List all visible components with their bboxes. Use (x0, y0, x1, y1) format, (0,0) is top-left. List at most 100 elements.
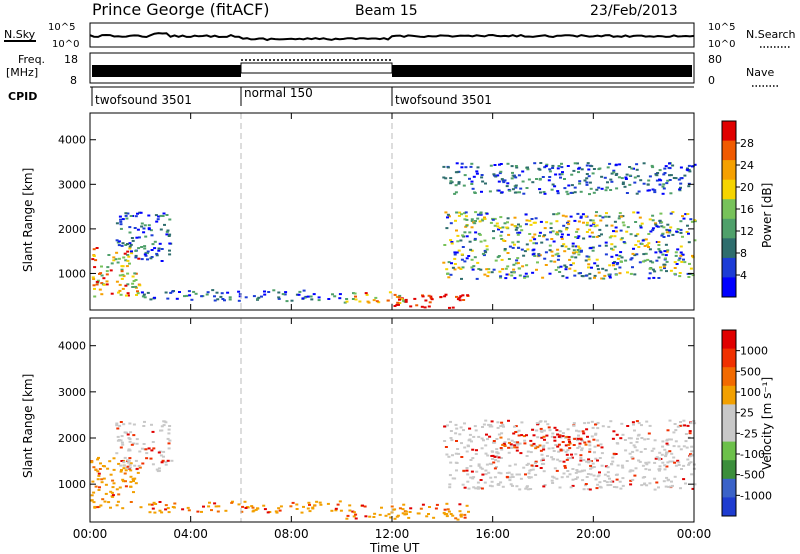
scatter-cell-0-0 (107, 254, 111, 256)
scatter-cell-1-4 (588, 488, 592, 491)
scatter-cell-1-0 (111, 494, 115, 497)
scatter-cell-1-1 (155, 468, 159, 471)
scatter-cell-0-5 (613, 235, 617, 238)
scatter-cell-1-0 (109, 490, 113, 493)
scatter-cell-1-4 (515, 485, 519, 488)
scatter-cell-0-5 (602, 277, 606, 280)
scatter-cell-0-6 (628, 166, 632, 168)
scatter-cell-1-4 (569, 457, 573, 460)
scatter-cell-0-6 (679, 166, 683, 169)
scatter-cell-0-5 (517, 246, 521, 249)
scatter-cell-1-4 (547, 447, 551, 450)
scatter-cell-1-4 (655, 481, 659, 484)
scatter-cell-0-4 (462, 299, 466, 301)
scatter-cell-0-2 (244, 296, 248, 299)
scatter-cell-1-4 (507, 471, 511, 474)
scatter-cell-0-6 (661, 185, 665, 188)
scatter-cell-0-5 (614, 230, 618, 233)
scatter-cell-0-1 (118, 215, 122, 218)
scatter-cell-1-3 (459, 513, 463, 516)
scatter-cell-0-1 (154, 214, 158, 217)
scatter-cell-0-3 (372, 299, 376, 302)
scatter-cell-0-5 (501, 239, 505, 242)
scatter-cell-1-4 (585, 476, 589, 478)
scatter-cell-0-1 (134, 254, 138, 257)
scatter-cell-0-5 (483, 239, 487, 242)
scatter-cell-0-1 (130, 250, 133, 253)
scatter-cell-0-5 (651, 229, 655, 232)
scatter-cell-1-5 (534, 447, 538, 450)
scatter-cell-0-5 (524, 223, 528, 226)
scatter-cell-0-0 (95, 280, 99, 283)
scatter-cell-0-2 (263, 293, 267, 296)
scatter-cell-0-5 (500, 230, 504, 233)
scatter-cell-0-5 (693, 239, 697, 242)
scatter-cell-1-1 (123, 431, 127, 434)
scatter-cell-1-2 (210, 509, 213, 512)
scatter-cell-0-5 (543, 257, 547, 260)
scatter-cell-0-6 (679, 186, 682, 189)
scatter-cell-0-5 (556, 258, 560, 261)
scatter-cell-1-3 (352, 511, 356, 514)
scatter-cell-1-4 (587, 421, 590, 424)
scatter-cell-1-4 (679, 448, 683, 451)
scatter-cell-1-4 (556, 458, 560, 461)
colorbar-swatch (722, 497, 736, 517)
scatter-cell-0-6 (519, 187, 523, 190)
scatter-cell-1-4 (566, 449, 570, 452)
scatter-cell-0-5 (600, 233, 603, 236)
scatter-cell-1-4 (445, 453, 449, 456)
scatter-cell-0-5 (533, 221, 537, 224)
scatter-cell-0-5 (485, 212, 489, 215)
scatter-cell-1-4 (501, 485, 505, 488)
scatter-cell-1-4 (533, 462, 537, 465)
scatter-cell-1-5 (523, 442, 527, 445)
scatter-cell-0-5 (610, 224, 614, 227)
scatter-cell-1-1 (126, 461, 130, 464)
scatter-cell-1-4 (579, 457, 583, 459)
scatter-cell-1-4 (510, 444, 514, 447)
scatter-cell-1-4 (615, 486, 619, 489)
scatter-cell-0-6 (537, 167, 541, 170)
scatter-cell-1-5 (492, 440, 496, 442)
scatter-cell-1-4 (568, 473, 572, 476)
scatter-cell-1-4 (643, 448, 647, 450)
scatter-cell-1-4 (653, 488, 657, 491)
scatter-cell-1-1 (128, 438, 132, 440)
scatter-cell-0-5 (479, 240, 483, 243)
scatter-cell-0-5 (526, 275, 529, 278)
scatter-cell-1-1 (161, 459, 165, 462)
scatter-cell-0-6 (686, 167, 689, 170)
scatter-cell-0-5 (457, 249, 461, 252)
scatter-cell-0-5 (595, 224, 599, 227)
scatter-cell-0-6 (515, 166, 519, 169)
scatter-cell-1-0 (92, 491, 96, 494)
scatter-cell-0-6 (469, 165, 473, 168)
scatter-cell-1-4 (449, 430, 453, 432)
scatter-cell-1-4 (589, 464, 593, 467)
scatter-cell-1-4 (588, 460, 592, 463)
scatter-cell-0-6 (558, 173, 562, 176)
scatter-cell-1-4 (577, 463, 581, 466)
scatter-cell-0-5 (552, 213, 556, 216)
scatter-cell-0-5 (665, 228, 669, 231)
colorbar-tick-label: 24 (740, 159, 754, 172)
scatter-cell-0-5 (613, 268, 617, 271)
scatter-cell-0-5 (655, 259, 659, 262)
scatter-cell-0-5 (663, 267, 666, 270)
scatter-cell-0-5 (590, 266, 593, 269)
scatter-cell-0-6 (651, 166, 655, 169)
scatter-cell-1-4 (594, 423, 597, 426)
scatter-cell-1-4 (513, 425, 516, 428)
scatter-cell-0-4 (428, 301, 432, 304)
power-panel-frame (89, 112, 695, 311)
scatter-cell-1-5 (499, 436, 503, 439)
scatter-cell-1-4 (615, 473, 619, 476)
scatter-cell-1-4 (534, 445, 538, 447)
scatter-cell-1-4 (626, 425, 630, 427)
scatter-cell-0-5 (659, 269, 663, 272)
scatter-cell-1-0 (99, 462, 102, 465)
scatter-cell-0-6 (488, 190, 492, 193)
scatter-cell-1-5 (576, 437, 580, 440)
scatter-cell-1-4 (596, 421, 600, 424)
